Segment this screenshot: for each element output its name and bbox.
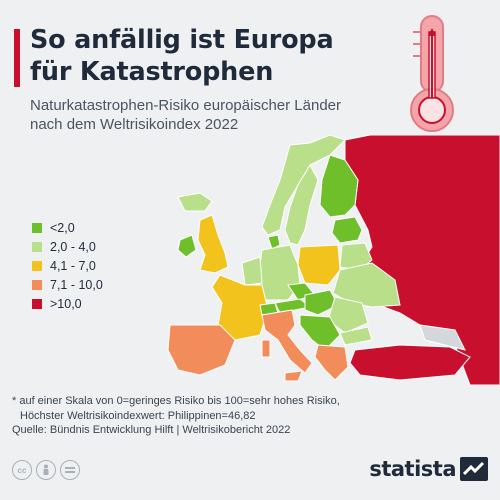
title-line-1: So anfällig ist Europa <box>30 25 334 55</box>
map-region-sardinia <box>261 339 271 358</box>
footer: cc statista <box>12 457 488 489</box>
map-region-norway <box>261 135 346 236</box>
legend-swatch <box>32 260 42 271</box>
cc-icon[interactable]: cc <box>12 460 32 480</box>
legend-label: 7,1 - 10,0 <box>50 277 103 292</box>
footnote-max: Höchster Weltrisikoindexwert: Philippine… <box>20 409 256 422</box>
legend-label: 2,0 - 4,0 <box>50 239 96 254</box>
map-region-baltics <box>331 216 363 244</box>
brand-name: statista <box>369 457 456 481</box>
europe-risk-map <box>167 135 500 385</box>
legend-item-5: >10,0 <box>32 294 103 313</box>
legend-item-1: <2,0 <box>32 218 103 237</box>
map-region-denmark <box>267 234 281 250</box>
map-region-benelux <box>241 256 263 286</box>
map-region-hungary <box>304 289 339 316</box>
legend-swatch <box>32 298 42 309</box>
map-region-ireland <box>177 234 197 258</box>
legend-label: 4,1 - 7,0 <box>50 258 96 273</box>
subtitle: Naturkatastrophen-Risiko europäischer Lä… <box>30 96 360 134</box>
footnote-source: Quelle: Bündnis Entwicklung Hilft | Welt… <box>12 424 291 436</box>
license-icons: cc <box>12 460 80 480</box>
legend-item-3: 4,1 - 7,0 <box>32 256 103 275</box>
legend-item-4: 7,1 - 10,0 <box>32 275 103 294</box>
map-region-iceland <box>177 192 213 212</box>
legend-swatch <box>32 241 42 252</box>
map-region-caucasus <box>419 324 466 351</box>
statista-brand[interactable]: statista <box>369 457 488 481</box>
legend-swatch <box>32 279 42 290</box>
page-title: So anfällig ist Europa für Katastrophen <box>30 24 360 88</box>
map-region-poland <box>297 244 341 286</box>
map-region-sweden <box>284 163 319 246</box>
map-region-iberia <box>167 324 236 376</box>
map-region-ukraine <box>332 262 401 308</box>
map-region-turkey <box>349 344 471 381</box>
map-region-bulgaria <box>339 326 373 346</box>
legend-item-2: 2,0 - 4,0 <box>32 237 103 256</box>
equals-icon[interactable] <box>60 460 80 480</box>
map-region-uk <box>197 214 229 274</box>
footnote-scale: * auf einer Skala von 0=geringes Risiko … <box>12 395 340 407</box>
legend-label: <2,0 <box>50 220 75 235</box>
legend-label: >10,0 <box>50 296 82 311</box>
map-region-italy <box>261 309 313 374</box>
map-region-sicily <box>284 370 303 382</box>
legend-swatch <box>32 222 42 233</box>
map-region-romania <box>327 296 369 334</box>
subtitle-line-1: Naturkatastrophen-Risiko europäischer Lä… <box>30 97 342 114</box>
thermometer-icon <box>410 15 454 132</box>
map-region-finland <box>319 154 359 218</box>
footnote: * auf einer Skala von 0=geringes Risiko … <box>12 394 492 438</box>
statista-logo-icon <box>460 457 488 481</box>
title-line-2: für Katastrophen <box>30 57 274 87</box>
title-accent-bar <box>14 29 20 87</box>
map-legend: <2,0 2,0 - 4,0 4,1 - 7,0 7,1 - 10,0 >10,… <box>32 218 103 313</box>
subtitle-line-2: nach dem Weltrisikoindex 2022 <box>30 116 239 133</box>
map-region-france <box>211 274 269 341</box>
by-icon[interactable] <box>36 460 56 480</box>
map-region-greece <box>314 344 349 381</box>
